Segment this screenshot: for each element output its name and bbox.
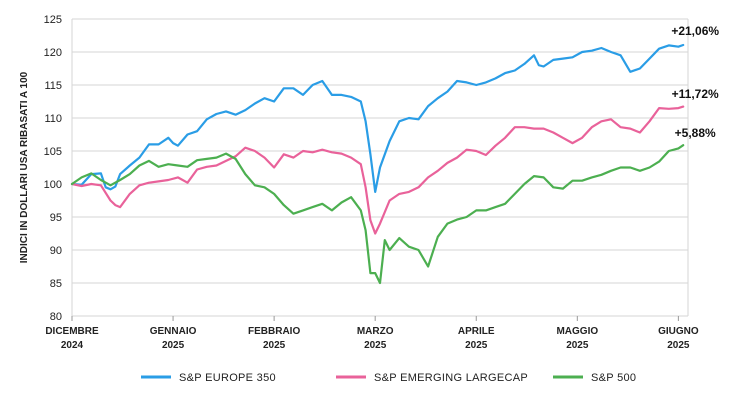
legend-label: S&P EMERGING LARGECAP [374,372,528,384]
series-line-1 [70,105,685,235]
y-tick-label: 115 [44,80,62,92]
y-tick-label: 100 [44,179,62,191]
x-tick-label-year: 2025 [667,340,690,351]
x-tick-label-month: FEBBRAIO [248,326,300,337]
x-tick-label-year: 2025 [162,340,185,351]
x-axis-ticks: DICEMBRE 2024 GENNAIO 2025 FEBBRAIO 2025 MARZO… [45,316,699,351]
x-tick-label-month: GIUGNO [658,326,699,337]
x-tick-label-year: 2025 [263,340,286,351]
series-line-2 [70,144,685,285]
end-annotations: +21,06% +11,72% +5,88% [671,24,719,140]
series-end-annotation: +5,88% [675,126,716,140]
x-tick-label-month: MAGGIO [556,326,598,337]
y-axis-label: INDICI IN DOLLARI USA RIBASATI A 100 [19,71,30,263]
y-tick-label: 85 [50,278,62,290]
legend: S&P EUROPE 350 S&P EMERGING LARGECAP S&P 5… [141,372,636,384]
x-tick-label-month: APRILE [458,326,495,337]
x-tick-label-month: GENNAIO [150,326,197,337]
y-axis-ticks: 80 85 90 95 100 105 110 115 120 125 [44,14,62,323]
x-tick-label-year: 2025 [364,340,387,351]
y-tick-label: 95 [50,212,62,224]
series-end-annotation: +21,06% [671,24,719,38]
series-line-0 [70,43,685,193]
x-tick-label-year: 2024 [61,340,84,351]
x-tick-label-month: MARZO [357,326,394,337]
y-tick-label: 80 [50,311,62,323]
legend-label: S&P EUROPE 350 [179,372,276,384]
x-tick-label-month: DICEMBRE [45,326,99,337]
y-tick-label: 110 [44,113,62,125]
y-tick-label: 120 [44,47,62,59]
y-tick-label: 105 [44,146,62,158]
y-tick-label: 125 [44,14,62,26]
y-tick-label: 90 [50,245,62,257]
legend-label: S&P 500 [591,372,636,384]
grid-lines [71,18,689,317]
x-tick-label-year: 2025 [465,340,488,351]
series-lines [70,43,685,285]
x-tick-label-year: 2025 [566,340,589,351]
series-end-annotation: +11,72% [672,87,719,101]
